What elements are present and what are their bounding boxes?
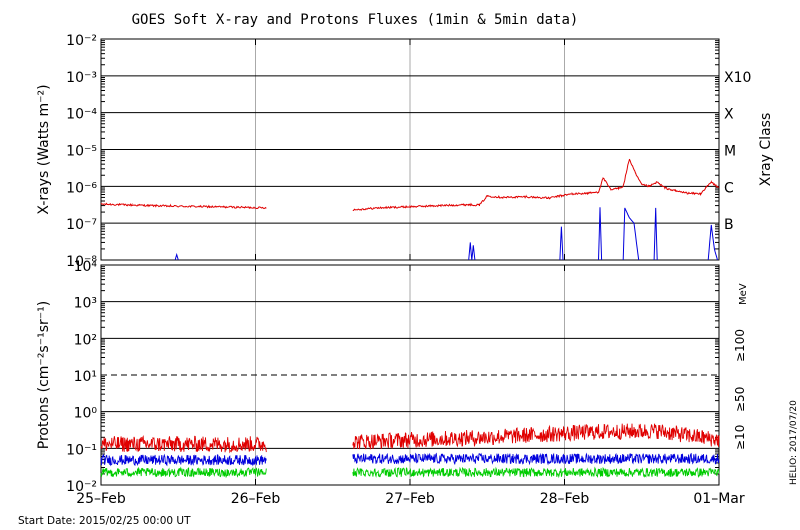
- xray-long-series: [100, 202, 267, 210]
- xray-class-label: M: [724, 144, 736, 160]
- y-tick-label: 10⁻⁸: [66, 254, 97, 270]
- y-tick-label: 10⁻⁴: [66, 107, 97, 123]
- credit-label: HELIO: 2017/07/20: [789, 400, 799, 485]
- proton-panel: 10⁴ 10³ 10² 10¹ 10⁰ 10⁻¹ 10⁻² Protons (cm⁻²s⁻¹s…: [36, 259, 749, 507]
- proton-series-line: [100, 435, 267, 454]
- proton-series-line: [352, 452, 720, 466]
- proton-legend-label: ≥100: [733, 329, 747, 362]
- xray-class-label: X: [724, 107, 734, 123]
- x-tick-label: 25–Feb: [76, 491, 126, 507]
- xray-class-label: X10: [724, 70, 751, 86]
- proton-series-line: [352, 423, 720, 450]
- y-tick-label: 10³: [74, 296, 97, 312]
- proton-legend-label: ≥10: [733, 425, 747, 450]
- y-axis-title: X-rays (Watts m⁻²): [36, 84, 52, 214]
- y-axis-title: Protons (cm⁻²s⁻¹sr⁻¹): [36, 301, 52, 450]
- y-tick-label: 10⁻²: [66, 479, 97, 495]
- xray-short-series: [174, 252, 179, 261]
- energy-unit-label: MeV: [738, 283, 749, 305]
- x-tick-label: 26–Feb: [231, 491, 281, 507]
- y-tick-label: 10¹: [74, 369, 97, 385]
- xray-short-series: [468, 242, 476, 261]
- xray-short-series: [707, 224, 718, 261]
- y-tick-label: 10⁴: [74, 259, 98, 275]
- xray-class-label: C: [724, 180, 734, 196]
- x-tick-label: 28–Feb: [540, 491, 590, 507]
- xray-long-series: [352, 158, 720, 212]
- proton-series-line: [100, 466, 267, 479]
- start-date-label: Start Date: 2015/02/25 00:00 UT: [18, 515, 191, 527]
- y-tick-label: 10⁻¹: [66, 442, 97, 458]
- xray-class-label: B: [724, 217, 734, 233]
- x-tick-label: 27–Feb: [385, 491, 435, 507]
- y-tick-label: 10⁻²: [66, 33, 97, 49]
- proton-series-line: [352, 466, 720, 479]
- xray-class-axis-title: Xray Class: [758, 113, 774, 187]
- xray-short-series: [622, 207, 640, 261]
- xray-panel: 10⁻² 10⁻³ 10⁻⁴ 10⁻⁵ 10⁻⁶ 10⁻⁷ 10⁻⁸ X-rays (Watt…: [36, 33, 774, 270]
- y-tick-label: 10⁻⁷: [66, 217, 97, 233]
- y-tick-label: 10⁻³: [66, 70, 97, 86]
- x-tick-label: 01–Mar: [693, 491, 744, 507]
- y-tick-label: 10⁰: [74, 406, 98, 422]
- y-tick-label: 10²: [74, 332, 97, 348]
- y-tick-label: 10⁻⁶: [66, 180, 97, 196]
- proton-legend-label: ≥50: [733, 387, 747, 412]
- y-tick-label: 10⁻⁵: [66, 144, 97, 160]
- xray-short-series: [559, 226, 564, 261]
- xray-short-series: [598, 207, 603, 261]
- proton-series-line: [100, 453, 267, 467]
- chart-title: GOES Soft X-ray and Protons Fluxes (1min…: [132, 12, 579, 28]
- xray-short-series: [653, 207, 658, 261]
